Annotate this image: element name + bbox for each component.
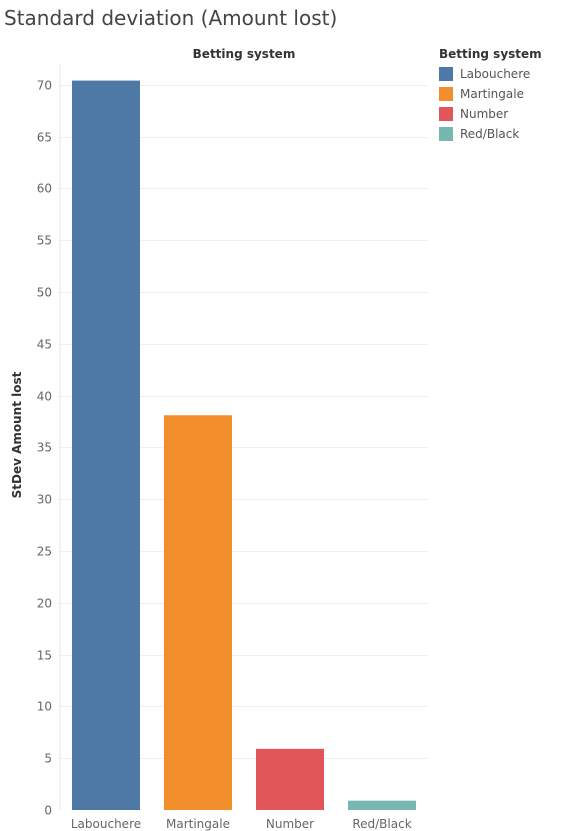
x-tick-label: Labouchere (71, 817, 141, 831)
y-tick-label: 30 (37, 493, 52, 507)
legend-label: Labouchere (460, 67, 531, 81)
legend-item-red-black[interactable]: Red/Black (439, 124, 574, 144)
y-tick-label: 25 (37, 545, 52, 559)
y-tick-label: 45 (37, 338, 52, 352)
x-axis: Labouchere Martingale Number Red/Black (71, 817, 412, 831)
bar-number[interactable] (256, 748, 324, 810)
y-axis: 0 5 10 15 20 25 30 35 40 45 50 55 60 65 70 (37, 64, 61, 818)
y-tick-label: 0 (44, 804, 52, 818)
legend-item-martingale[interactable]: Martingale (439, 84, 574, 104)
legend-swatch (439, 87, 453, 101)
y-tick-label: 20 (37, 597, 52, 611)
legend-label: Red/Black (460, 127, 520, 141)
x-tick-label: Red/Black (352, 817, 411, 831)
legend-swatch (439, 67, 453, 81)
y-tick-label: 35 (37, 441, 52, 455)
bar-red-black[interactable] (348, 800, 416, 810)
x-tick-label: Number (266, 817, 314, 831)
bar-martingale[interactable] (164, 415, 232, 810)
bars (72, 80, 416, 811)
y-tick-label: 55 (37, 234, 52, 248)
y-tick-label: 15 (37, 649, 52, 663)
column-header: Betting system (193, 47, 296, 61)
legend-label: Martingale (460, 87, 524, 101)
chart-title: Standard deviation (Amount lost) (4, 6, 338, 30)
y-tick-label: 60 (37, 182, 52, 196)
y-tick-label: 10 (37, 700, 52, 714)
legend-title: Betting system (439, 47, 542, 61)
y-tick-label: 65 (37, 131, 52, 145)
legend-swatch (439, 107, 453, 121)
y-tick-label: 70 (37, 79, 52, 93)
y-tick-label: 40 (37, 390, 52, 404)
y-tick-label: 50 (37, 286, 52, 300)
legend-label: Number (460, 107, 509, 121)
y-axis-label: StDev Amount lost (10, 371, 24, 498)
x-tick-label: Martingale (166, 817, 230, 831)
legend: Betting system Labouchere Martingale Num… (439, 47, 574, 144)
legend-item-number[interactable]: Number (439, 104, 574, 124)
y-tick-label: 5 (44, 752, 52, 766)
legend-item-labouchere[interactable]: Labouchere (439, 64, 574, 84)
legend-swatch (439, 127, 453, 141)
bar-labouchere[interactable] (72, 80, 140, 811)
